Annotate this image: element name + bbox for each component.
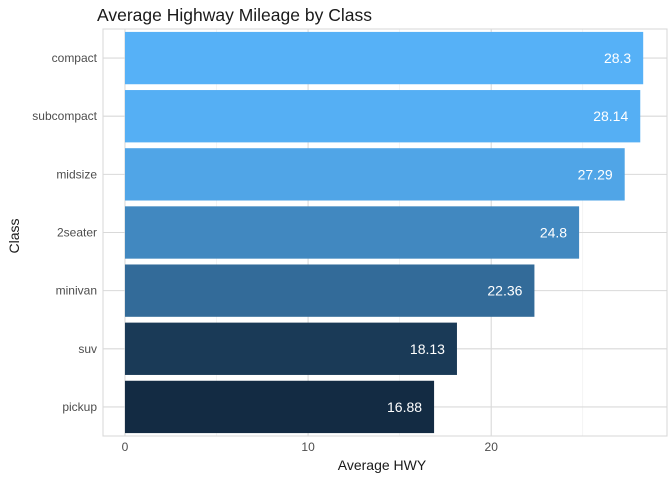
bar-value-label: 28.3 xyxy=(604,50,631,66)
y-tick-label: 2seater xyxy=(57,226,97,240)
bar-subcompact xyxy=(124,90,641,143)
bar-value-label: 27.29 xyxy=(578,166,613,182)
y-tick-label: midsize xyxy=(56,167,97,181)
bar-suv xyxy=(124,322,457,375)
bar-2seater xyxy=(124,206,580,259)
label-layer: 28.3 28.14 27.29 24.8 22.36 18.13 16.88 xyxy=(387,50,631,415)
y-tick-label: compact xyxy=(52,51,98,65)
y-axis-title: Class xyxy=(6,218,22,253)
tick-layer: compact subcompact midsize 2seater minivan su… xyxy=(32,51,498,454)
bar-value-label: 22.36 xyxy=(487,283,522,299)
chart-title: Average Highway Mileage by Class xyxy=(97,5,372,25)
x-tick-label: 20 xyxy=(485,440,499,454)
x-tick-label: 0 xyxy=(122,440,129,454)
y-tick-label: minivan xyxy=(56,284,97,298)
y-tick-label: pickup xyxy=(62,400,97,414)
y-tick-label: suv xyxy=(78,342,97,356)
bar-pickup xyxy=(124,380,435,434)
bar-layer xyxy=(124,31,644,434)
bar-value-label: 28.14 xyxy=(593,108,628,124)
x-tick-label: 10 xyxy=(301,440,315,454)
bar-value-label: 16.88 xyxy=(387,399,422,415)
bar-value-label: 24.8 xyxy=(540,225,567,241)
y-tick-label: subcompact xyxy=(32,109,97,123)
x-axis-title: Average HWY xyxy=(338,457,427,473)
bar-compact xyxy=(124,31,644,85)
bar-minivan xyxy=(124,264,535,317)
bar-value-label: 18.13 xyxy=(410,341,445,357)
panel-border xyxy=(102,28,668,437)
bar-midsize xyxy=(124,148,625,201)
